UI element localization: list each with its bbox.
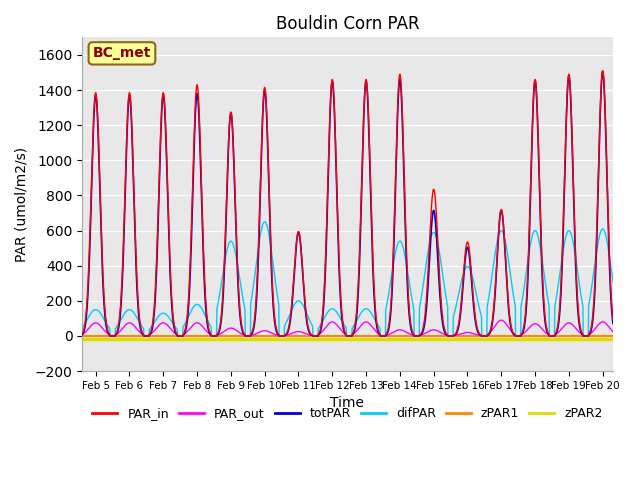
X-axis label: Time: Time — [330, 396, 365, 410]
Text: BC_met: BC_met — [93, 47, 151, 60]
Title: Bouldin Corn PAR: Bouldin Corn PAR — [276, 15, 419, 33]
Y-axis label: PAR (umol/m2/s): PAR (umol/m2/s) — [15, 147, 29, 262]
Legend: PAR_in, PAR_out, totPAR, difPAR, zPAR1, zPAR2: PAR_in, PAR_out, totPAR, difPAR, zPAR1, … — [87, 402, 607, 425]
